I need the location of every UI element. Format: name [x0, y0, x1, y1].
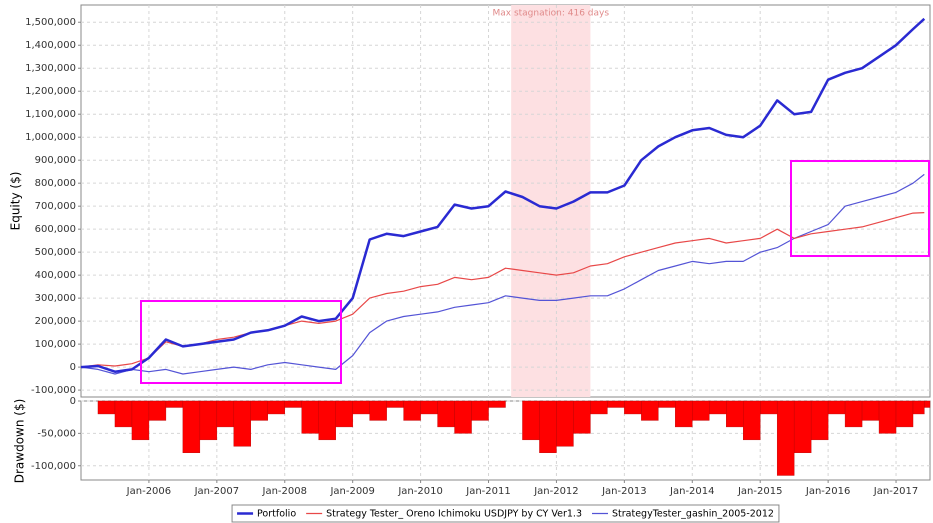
drawdown-bar	[318, 400, 336, 441]
drawdown-bar	[267, 400, 285, 415]
drawdown-bar	[658, 400, 676, 408]
legend	[231, 504, 780, 523]
legend-label: Strategy Tester_ Oreno Ichimoku USDJPY b…	[326, 509, 582, 520]
drawdown-bar	[250, 400, 268, 421]
y-axis-title: Drawdown ($)	[13, 399, 27, 484]
drawdown-bar	[437, 400, 455, 428]
y-tick-label: 700,000	[35, 201, 76, 212]
x-tick-label: Jan-2015	[737, 486, 782, 497]
drawdown-bar	[878, 400, 897, 434]
drawdown-bar	[335, 400, 353, 428]
y-tick-label: 1,000,000	[25, 132, 76, 143]
drawdown-bar	[454, 400, 472, 434]
highlight-box	[790, 160, 930, 257]
drawdown-bar	[827, 400, 846, 415]
x-tick-label: Jan-2010	[397, 486, 442, 497]
drawdown-bar	[844, 400, 863, 428]
drawdown-bar	[573, 400, 591, 434]
y-tick-label: 1,500,000	[25, 17, 76, 28]
series-line	[80, 173, 925, 375]
drawdown-bar	[912, 400, 925, 415]
drawdown-bar	[352, 400, 370, 415]
drawdown-bar	[471, 400, 489, 421]
y-tick-label: 900,000	[35, 155, 76, 166]
drawdown-bar	[182, 400, 201, 454]
drawdown-bar	[641, 400, 659, 421]
x-tick-label: Jan-2006	[126, 486, 171, 497]
drawdown-bar	[861, 400, 880, 421]
legend-label: StrategyTester_gashin_2005-2012	[612, 509, 774, 520]
series-line	[80, 17, 926, 373]
drawdown-bar	[692, 400, 710, 421]
x-tick-label: Jan-2016	[805, 486, 850, 497]
drawdown-bar	[607, 400, 625, 408]
x-tick-label: Jan-2013	[601, 486, 646, 497]
x-tick-label: Jan-2011	[465, 486, 510, 497]
y-tick-label: 1,100,000	[25, 109, 76, 120]
drawdown-bar	[810, 400, 829, 441]
y-tick-label: 500,000	[35, 247, 76, 258]
drawdown-bar	[709, 400, 727, 415]
y-tick-label: 800,000	[35, 178, 76, 189]
drawdown-bar	[420, 400, 438, 415]
y-tick-label: -50,000	[37, 428, 76, 439]
drawdown-bar	[199, 400, 218, 441]
x-tick-label: Jan-2017	[873, 486, 918, 497]
drawdown-bar	[924, 400, 931, 408]
drawdown-bar	[895, 400, 914, 428]
y-tick-label: 0	[70, 362, 76, 373]
drawdown-bar	[148, 400, 167, 421]
legend-label: Portfolio	[257, 509, 296, 520]
x-tick-label: Jan-2012	[533, 486, 578, 497]
y-tick-label: 0	[70, 396, 76, 407]
drawdown-bar	[97, 400, 116, 415]
drawdown-bar	[165, 400, 184, 408]
highlight-box	[140, 300, 342, 384]
x-tick-label: Jan-2009	[329, 486, 374, 497]
y-tick-label: 1,200,000	[25, 86, 76, 97]
x-tick-label: Jan-2007	[194, 486, 239, 497]
drawdown-bar	[114, 400, 133, 428]
drawdown-bar	[590, 400, 608, 415]
drawdown-bar	[369, 400, 387, 421]
y-tick-label: 1,300,000	[25, 63, 76, 74]
x-tick-label: Jan-2008	[262, 486, 307, 497]
drawdown-bar	[624, 400, 642, 415]
stagnation-label: Max stagnation: 416 days	[492, 9, 609, 19]
y-tick-label: 100,000	[35, 339, 76, 350]
drawdown-bar	[776, 400, 795, 476]
drawdown-bar	[131, 400, 150, 441]
drawdown-bar	[743, 400, 761, 441]
drawdown-bar	[522, 400, 540, 441]
y-tick-label: -100,000	[31, 385, 76, 396]
drawdown-bar	[760, 400, 778, 415]
drawdown-bar	[233, 400, 252, 447]
drawdown-bar	[403, 400, 421, 421]
x-tick-label: Jan-2014	[669, 486, 714, 497]
drawdown-bar	[726, 400, 744, 428]
drawdown-bar	[488, 400, 506, 408]
drawdown-bar	[216, 400, 235, 428]
y-tick-label: -100,000	[31, 461, 76, 472]
series-line	[80, 212, 925, 368]
y-tick-label: 200,000	[35, 316, 76, 327]
y-tick-label: 600,000	[35, 224, 76, 235]
y-tick-label: 400,000	[35, 270, 76, 281]
y-tick-label: 1,400,000	[25, 40, 76, 51]
drawdown-bar	[556, 400, 574, 447]
plot-area	[80, 4, 931, 398]
drawdown-bar	[386, 400, 404, 408]
drawdown-bar	[675, 400, 693, 428]
drawdown-bar	[284, 400, 302, 408]
y-tick-label: 300,000	[35, 293, 76, 304]
y-axis-title: Equity ($)	[9, 172, 23, 231]
stagnation-band	[511, 5, 591, 397]
drawdown-bar	[301, 400, 319, 434]
drawdown-bar	[539, 400, 557, 454]
drawdown-bar	[793, 400, 812, 454]
